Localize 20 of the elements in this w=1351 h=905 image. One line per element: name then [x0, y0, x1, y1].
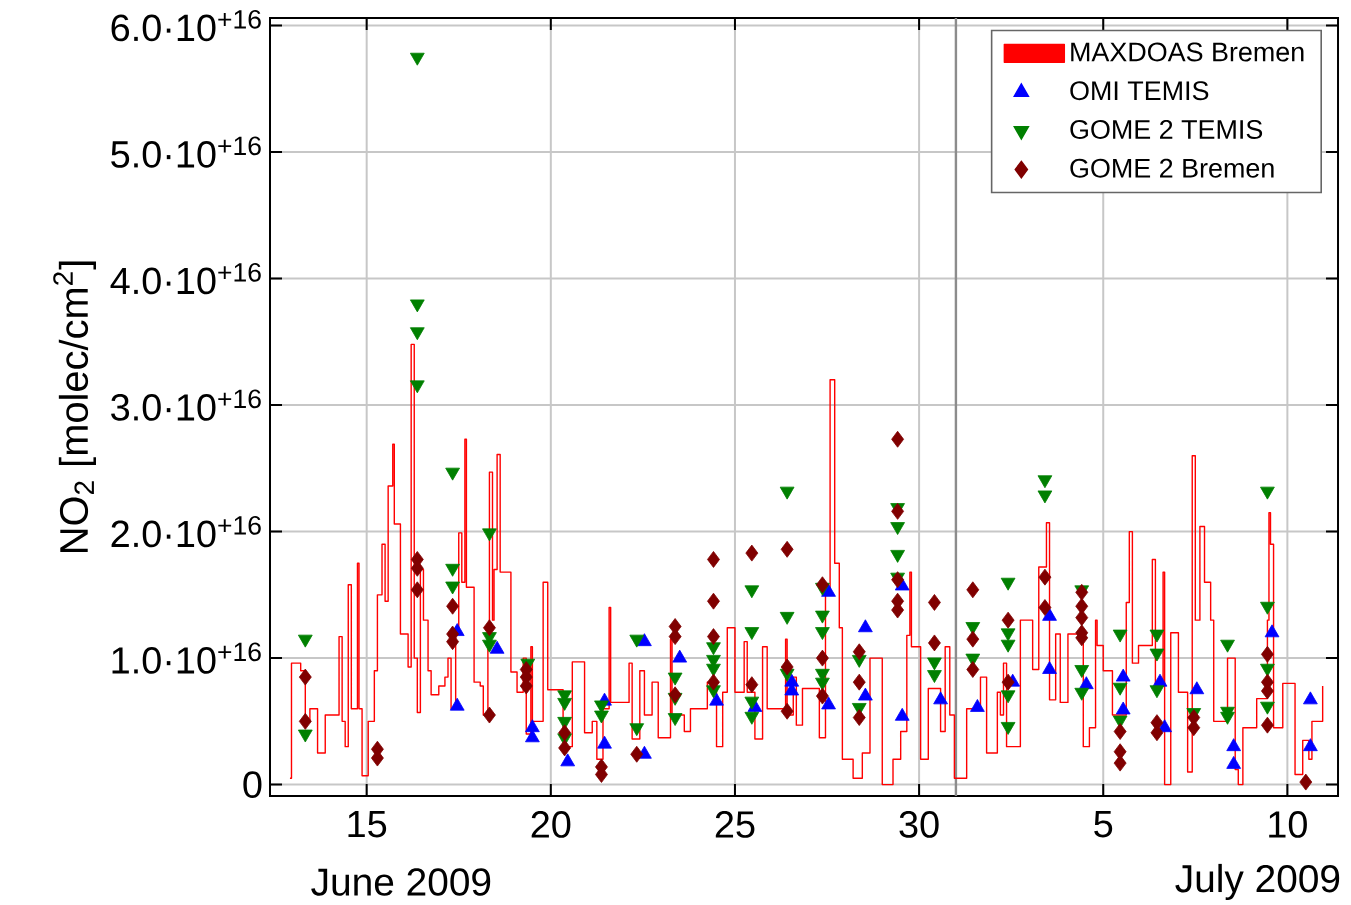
x-tick-label: 30: [899, 811, 939, 838]
y-tick-label: 4.0·10$^{+16}$: [110, 262, 261, 295]
y-tick-label: 5.0·10$^{+16}$: [111, 136, 261, 168]
y-tick-label: 3.0·10$^{+16}$: [111, 389, 261, 421]
y-tick-label: 0: [243, 771, 262, 799]
x-tick-label: 15: [348, 811, 387, 838]
text: June 2009: [311, 868, 491, 896]
y-tick-label: 6.0·10$^{+16}$: [111, 9, 261, 42]
y-tick-label: 2.0·10$^{+16}$: [111, 515, 261, 548]
legend-label: MAXDOAS Bremen: [1071, 42, 1304, 62]
legend-label: GOME 2 TEMIS: [1070, 119, 1263, 139]
text: July 2009: [1175, 863, 1340, 901]
legend-label: OMI TEMIS: [1070, 81, 1209, 101]
x-tick-label: 5: [1094, 811, 1113, 838]
x-tick-label: 20: [531, 811, 571, 838]
x-tick-label: 25: [715, 811, 755, 838]
y-tick-label: 1.0·10$^{+16}$: [112, 642, 261, 674]
legend-label: GOME 2 Bremen: [1070, 158, 1274, 178]
y-axis-title: NO$_{2}$ [molec/cm$^{2}$]: [53, 261, 96, 552]
x-tick-label: 10: [1269, 811, 1307, 838]
